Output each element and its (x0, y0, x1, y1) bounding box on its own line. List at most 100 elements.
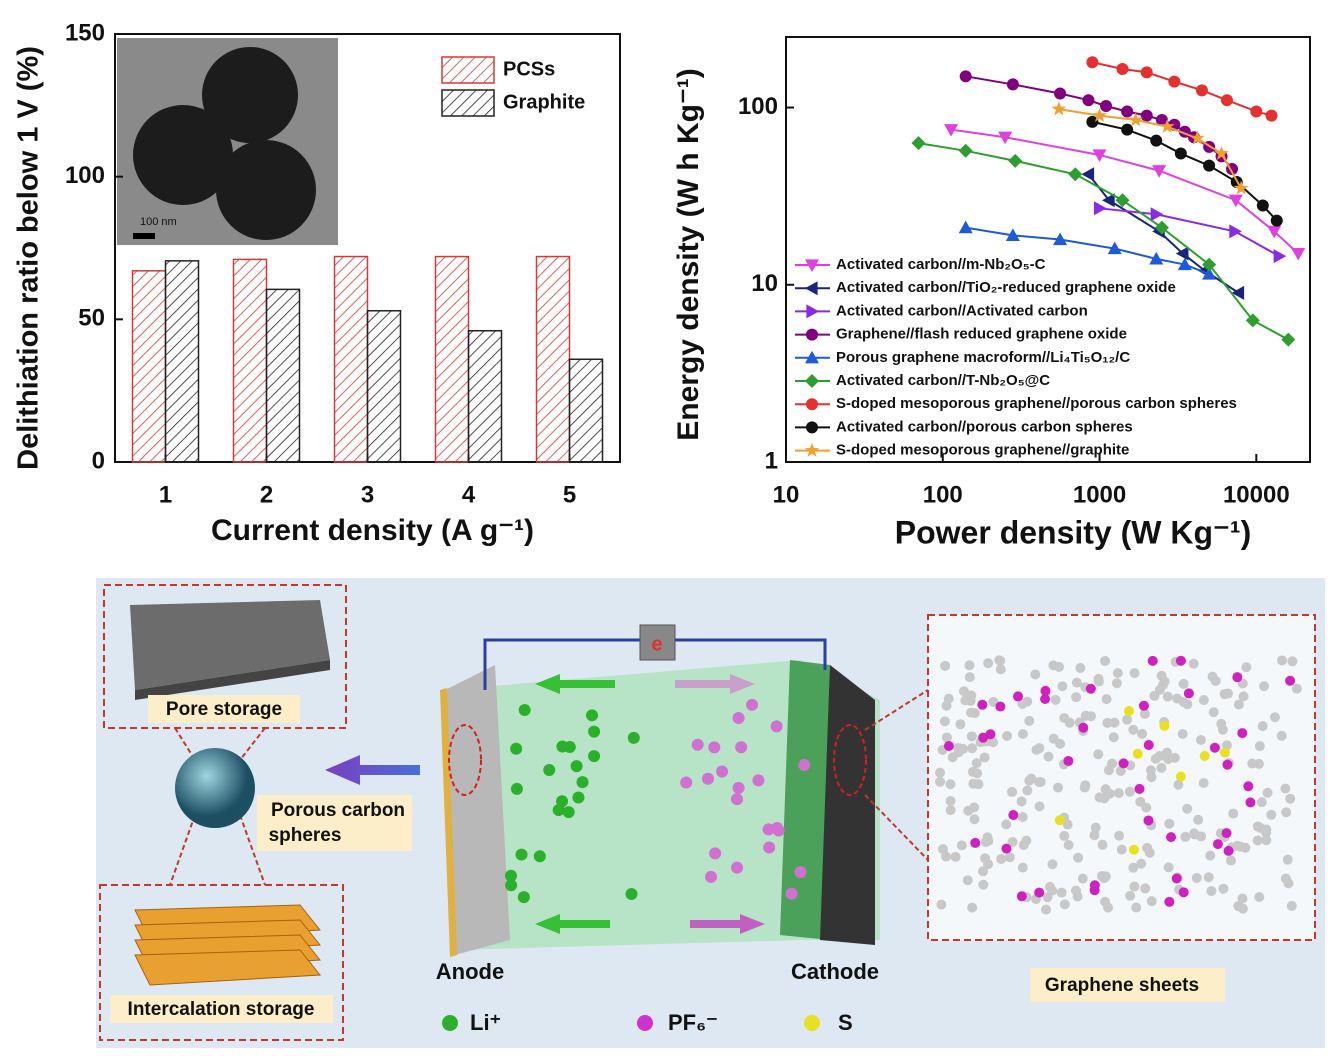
bar (333, 255, 369, 463)
legend-label: S (838, 1010, 853, 1035)
atom (1063, 755, 1074, 766)
plot-frame (785, 36, 1311, 463)
ion (770, 720, 783, 733)
atom (1071, 885, 1081, 896)
marker (1281, 332, 1296, 347)
atom (1140, 883, 1151, 894)
marker (1250, 105, 1263, 118)
atom (1077, 873, 1088, 884)
marker (1231, 285, 1245, 300)
marker (1174, 147, 1187, 160)
marker (1291, 247, 1306, 261)
bar (366, 310, 402, 463)
marker (1228, 194, 1243, 208)
atom (941, 732, 952, 743)
atom (1053, 782, 1064, 793)
marker (1086, 56, 1099, 69)
marker (1195, 84, 1208, 97)
ion (735, 741, 748, 754)
atom (1178, 887, 1189, 898)
legend-label: Li⁺ (470, 1010, 501, 1035)
atom (1017, 811, 1028, 822)
marker (1256, 199, 1269, 212)
atom (1073, 852, 1084, 863)
atom (950, 851, 961, 862)
bar (232, 258, 268, 463)
marker (1140, 66, 1153, 79)
atom (1257, 721, 1268, 732)
y-tick-label: 50 (78, 305, 105, 332)
y-axis-label: Energy density (W h Kg⁻¹) (672, 68, 705, 441)
atom (1132, 748, 1143, 759)
atom (1141, 802, 1152, 813)
atom (1114, 830, 1125, 841)
y-tick-label: 100 (738, 93, 778, 120)
atom (1080, 780, 1091, 791)
x-tick-label: 2 (260, 481, 273, 508)
atom (1173, 779, 1184, 790)
legend-label: PF₆⁻ (668, 1010, 718, 1035)
ion (701, 772, 714, 785)
ion (576, 776, 589, 789)
atom (1285, 793, 1296, 804)
legend-label: Activated carbon//T-Nb₂O₅@C (836, 372, 1050, 389)
label: Graphene sheets (1045, 975, 1199, 996)
atom (1206, 886, 1217, 897)
atom (983, 859, 994, 870)
atom (945, 805, 956, 816)
atom (1147, 655, 1158, 666)
ion (752, 774, 765, 787)
atom (1287, 656, 1298, 667)
atom (969, 814, 980, 825)
atom (1175, 771, 1186, 782)
atom (1180, 831, 1191, 842)
atom (1208, 707, 1219, 718)
atom (1175, 655, 1186, 666)
ion (533, 850, 546, 863)
marker (1189, 130, 1205, 145)
atom (1071, 677, 1082, 688)
atom (1228, 808, 1239, 819)
atom (1090, 822, 1101, 833)
legend-marker (805, 374, 819, 388)
atom (1001, 819, 1012, 830)
ion (708, 741, 721, 754)
marker (1152, 165, 1167, 178)
ion (732, 781, 745, 794)
atom (995, 701, 1006, 712)
ion (763, 841, 776, 854)
legend-marker (805, 259, 819, 272)
atom (978, 879, 989, 890)
atom (1021, 835, 1032, 846)
atom (1103, 902, 1114, 913)
atom (1085, 683, 1096, 694)
legend-marker (806, 304, 819, 319)
atom (1218, 883, 1229, 894)
x-tick-label: 3 (361, 481, 374, 508)
atom (1104, 788, 1115, 799)
marker (1177, 257, 1192, 271)
atom (1017, 862, 1028, 873)
ion (515, 848, 528, 861)
legend-label: Activated carbon//porous carbon spheres (836, 418, 1133, 435)
atom (1183, 688, 1194, 699)
atom (1112, 668, 1123, 679)
atom (1108, 732, 1119, 743)
x-axis-label: Current density (A g⁻¹) (211, 514, 534, 547)
marker (1273, 249, 1287, 264)
atom (982, 832, 993, 843)
legend-label: Activated carbon//Activated carbon (836, 302, 1088, 319)
marker (1140, 109, 1153, 122)
label: Cathode (791, 959, 879, 984)
atom (1016, 891, 1027, 902)
marker (958, 220, 973, 234)
atom (967, 766, 978, 777)
marker (1229, 224, 1242, 239)
atom (945, 779, 956, 790)
ion (785, 887, 798, 900)
atom (1142, 842, 1153, 853)
ion (543, 764, 556, 777)
marker (1159, 118, 1175, 133)
atom (967, 902, 978, 913)
marker (1081, 167, 1095, 182)
